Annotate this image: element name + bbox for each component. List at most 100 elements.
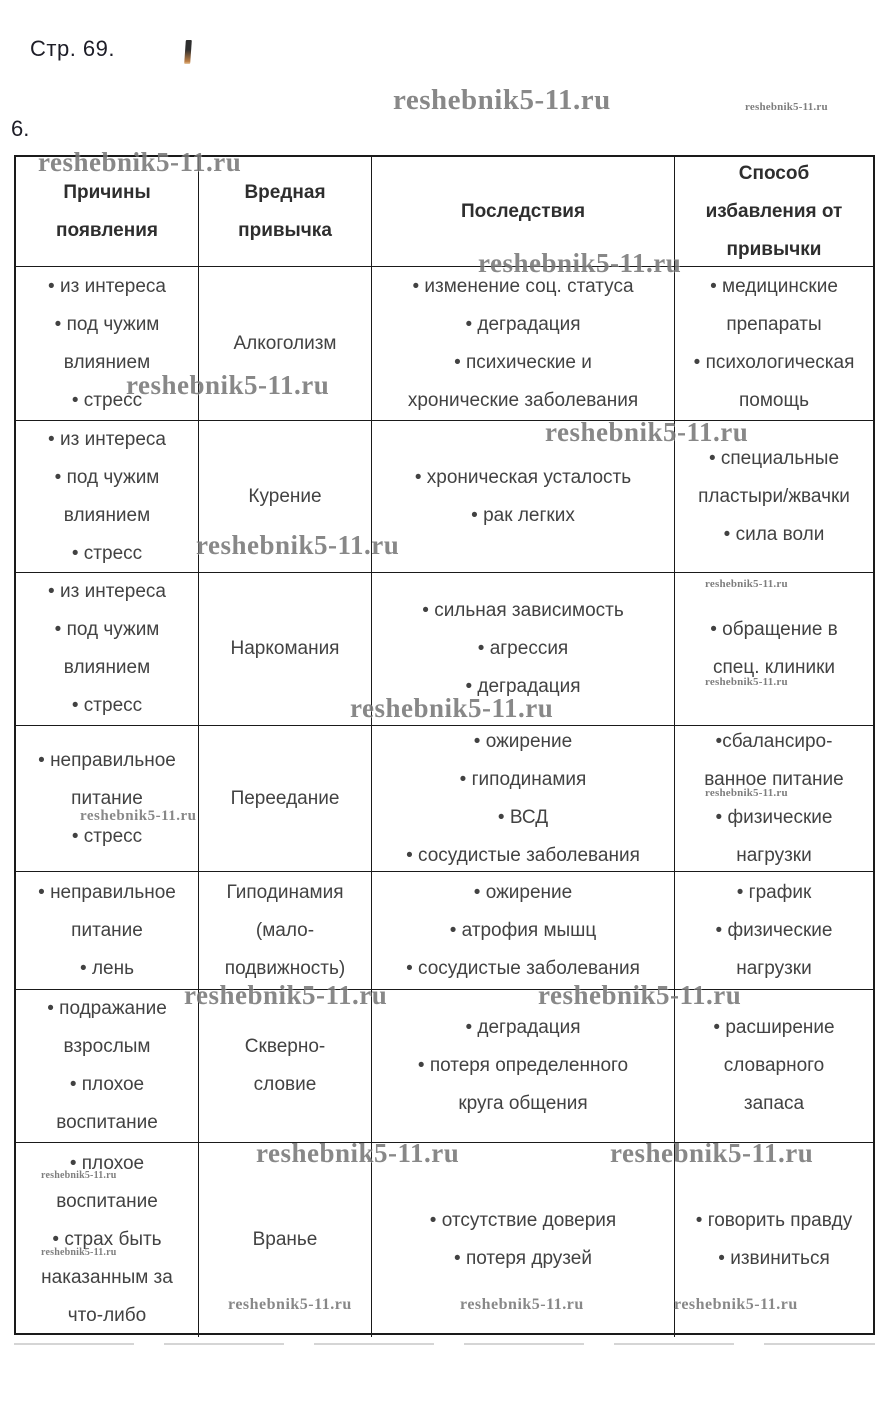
consequence-item: гиподинамия bbox=[460, 761, 587, 799]
cell-causes: неправильное питание стресс bbox=[16, 726, 199, 872]
cell-remedies: медицинские препараты психологическая по… bbox=[675, 267, 873, 421]
cause-item: неправильное питание bbox=[38, 874, 176, 950]
watermark: reshebnik5-11.ru bbox=[41, 1247, 117, 1258]
cell-causes: подражание взрослым плохое воспитание bbox=[16, 990, 199, 1143]
watermark: reshebnik5-11.ru bbox=[41, 1170, 117, 1181]
cell-causes: из интереса под чужим влиянием стресс bbox=[16, 267, 199, 421]
cell-consequences: ожирение гиподинамия ВСД сосудистые забо… bbox=[372, 726, 675, 872]
cause-item: стресс bbox=[72, 687, 142, 725]
watermark: reshebnik5-11.ru bbox=[705, 676, 788, 688]
cell-consequences: деградация потеря определенного круга об… bbox=[372, 990, 675, 1143]
cell-remedies: специальные пластыри/жвачки сила воли bbox=[675, 421, 873, 573]
cause-item: лень bbox=[80, 950, 134, 988]
remedy-item: психологическая помощь bbox=[694, 344, 855, 420]
cell-causes: неправильное питание лень bbox=[16, 872, 199, 990]
cell-habit: Переедание bbox=[199, 726, 372, 872]
cell-habit: Скверно- словие bbox=[199, 990, 372, 1143]
cell-remedies: сбалансиро- ванное питание физические на… bbox=[675, 726, 873, 872]
cause-item: под чужим влиянием bbox=[55, 459, 160, 535]
remedy-item: сила воли bbox=[724, 516, 825, 554]
scan-artifact-mark bbox=[184, 40, 192, 64]
consequence-item: сосудистые заболевания bbox=[406, 837, 640, 875]
watermark: reshebnik5-11.ru bbox=[745, 101, 828, 113]
header-cell-causes: Причины появления bbox=[16, 157, 199, 267]
cell-causes: из интереса под чужим влиянием стресс bbox=[16, 573, 199, 726]
watermark: reshebnik5-11.ru bbox=[674, 1296, 798, 1313]
consequence-item: атрофия мышц bbox=[450, 912, 597, 950]
consequence-item: отсутствие доверия bbox=[430, 1202, 616, 1240]
cell-remedies: говорить правду извиниться bbox=[675, 1143, 873, 1337]
watermark: reshebnik5-11.ru bbox=[38, 147, 242, 177]
consequence-item: ВСД bbox=[498, 799, 548, 837]
remedy-item: расширение словарного запаса bbox=[713, 1009, 835, 1123]
consequence-item: ожирение bbox=[474, 874, 572, 912]
cell-remedies: расширение словарного запаса bbox=[675, 990, 873, 1143]
watermark: reshebnik5-11.ru bbox=[705, 578, 788, 590]
cause-item: из интереса bbox=[48, 268, 166, 306]
habit-name: Гиподинамия (мало- подвижность) bbox=[224, 881, 346, 979]
habit-name: Алкоголизм bbox=[233, 332, 337, 354]
watermark: reshebnik5-11.ru bbox=[196, 530, 400, 560]
watermark: reshebnik5-11.ru bbox=[126, 370, 330, 400]
header-cell-consequences: Последствия bbox=[372, 157, 675, 267]
habit-name: Вранье bbox=[252, 1229, 318, 1250]
habit-name: Наркомания bbox=[230, 638, 340, 659]
watermark: reshebnik5-11.ru bbox=[705, 787, 788, 799]
cell-consequences: изменение соц. статуса деградация психич… bbox=[372, 267, 675, 421]
cause-item: стресс bbox=[72, 382, 142, 420]
consequence-item: сосудистые заболевания bbox=[406, 950, 640, 988]
cell-consequences: ожирение атрофия мышц сосудистые заболев… bbox=[372, 872, 675, 990]
cell-remedies: обращение в спец. клиники bbox=[675, 573, 873, 726]
watermark: reshebnik5-11.ru bbox=[393, 84, 611, 116]
watermark: reshebnik5-11.ru bbox=[460, 1296, 584, 1313]
cause-item: под чужим влиянием bbox=[55, 611, 160, 687]
watermark: reshebnik5-11.ru bbox=[350, 693, 554, 723]
cause-item: стресс bbox=[72, 818, 142, 856]
cause-item: плохое воспитание bbox=[56, 1066, 158, 1142]
remedy-item: специальные пластыри/жвачки bbox=[698, 440, 850, 516]
task-number: 6. bbox=[11, 116, 30, 141]
remedy-item: обращение в спец. клиники bbox=[710, 611, 838, 687]
remedy-item: сбалансиро- ванное питание bbox=[704, 723, 843, 799]
cell-habit: Вранье bbox=[199, 1143, 372, 1337]
cell-causes: из интереса под чужим влиянием стресс bbox=[16, 421, 199, 573]
cause-item: стресс bbox=[72, 535, 142, 573]
watermark: reshebnik5-11.ru bbox=[538, 980, 742, 1010]
cell-habit: Курение bbox=[199, 421, 372, 573]
cell-consequences: хроническая усталость рак легких bbox=[372, 421, 675, 573]
remedy-item: говорить правду bbox=[696, 1202, 852, 1240]
consequence-item: деградация bbox=[465, 668, 580, 706]
header-cell-habit: Вредная привычка bbox=[199, 157, 372, 267]
watermark: reshebnik5-11.ru bbox=[545, 417, 749, 447]
watermark: reshebnik5-11.ru bbox=[184, 980, 388, 1010]
cell-habit: Гиподинамия (мало- подвижность) bbox=[199, 872, 372, 990]
watermark: reshebnik5-11.ru bbox=[80, 808, 197, 824]
consequence-item: изменение соц. статуса bbox=[412, 268, 633, 306]
remedy-item: график bbox=[737, 874, 812, 912]
remedy-item: извиниться bbox=[718, 1240, 830, 1278]
watermark: reshebnik5-11.ru bbox=[610, 1138, 814, 1168]
habit-name: Курение bbox=[248, 485, 322, 507]
remedy-item: физические нагрузки bbox=[716, 799, 832, 875]
consequence-item: потеря друзей bbox=[454, 1240, 592, 1278]
remedy-item: медицинские препараты bbox=[710, 268, 838, 344]
bad-habits-table: Причины появления Вредная привычка После… bbox=[14, 155, 875, 1337]
cause-item: плохое воспитание bbox=[56, 1145, 158, 1221]
habit-name: Переедание bbox=[230, 787, 340, 809]
cell-habit: Наркомания bbox=[199, 573, 372, 726]
cause-item: из интереса bbox=[48, 573, 166, 611]
cause-item: из интереса bbox=[48, 421, 166, 459]
cause-item: страх быть наказанным за что-либо bbox=[41, 1221, 173, 1335]
watermark: reshebnik5-11.ru bbox=[228, 1296, 352, 1313]
cell-remedies: график физические нагрузки bbox=[675, 872, 873, 990]
consequence-item: потеря определенного круга общения bbox=[418, 1047, 628, 1123]
habit-name: Скверно- словие bbox=[244, 1036, 326, 1095]
remedy-item: физические нагрузки bbox=[716, 912, 832, 988]
header-cell-remedy: Способ избавления от привычки bbox=[675, 157, 873, 267]
consequence-item: деградация bbox=[465, 306, 580, 344]
consequence-item: агрессия bbox=[478, 630, 569, 668]
watermark: reshebnik5-11.ru bbox=[256, 1138, 460, 1168]
cell-consequences: отсутствие доверия потеря друзей bbox=[372, 1143, 675, 1337]
page-title: Стр. 69. bbox=[30, 36, 116, 61]
consequence-item: хроническая усталость bbox=[415, 459, 631, 497]
